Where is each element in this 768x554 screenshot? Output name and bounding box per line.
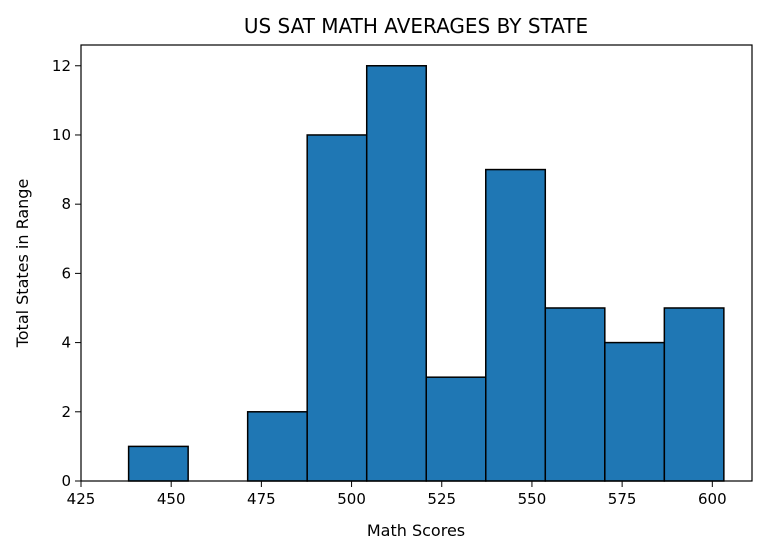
histogram-bar-2 [246,411,308,482]
y-tick-label: 0 [61,472,71,490]
histogram-bar-5 [425,376,487,482]
x-tick-label: 525 [427,490,456,508]
x-axis-label: Math Scores [367,521,465,540]
x-tick-label: 425 [67,490,96,508]
y-axis-label: Total States in Range [13,179,32,349]
histogram-bar-7 [544,307,606,482]
y-tick-label: 8 [61,195,71,213]
x-tick-label: 450 [157,490,186,508]
histogram-bar-0 [127,445,189,482]
histogram-bar-6 [485,168,547,482]
histogram-bar-3 [306,134,368,482]
x-tick-label: 575 [608,490,637,508]
x-tick-label: 500 [337,490,366,508]
y-tick-label: 4 [61,334,71,352]
x-tick-label: 550 [518,490,547,508]
histogram-bar-8 [604,341,666,482]
y-tick-label: 2 [61,403,71,421]
ticks-group: 425 450 475 500 525 550 575 600 0 2 4 6 8 10 12 [52,57,727,508]
histogram-bar-9 [663,307,725,482]
chart-title: US SAT MATH AVERAGES BY STATE [244,14,588,38]
histogram-bar-4 [365,65,427,482]
x-tick-label: 475 [247,490,276,508]
y-tick-label: 6 [61,264,71,282]
y-tick-label: 12 [52,57,71,75]
x-tick-label: 600 [698,490,727,508]
plot-area-frame [80,44,753,482]
y-tick-label: 10 [52,126,71,144]
bars-group [127,65,725,482]
